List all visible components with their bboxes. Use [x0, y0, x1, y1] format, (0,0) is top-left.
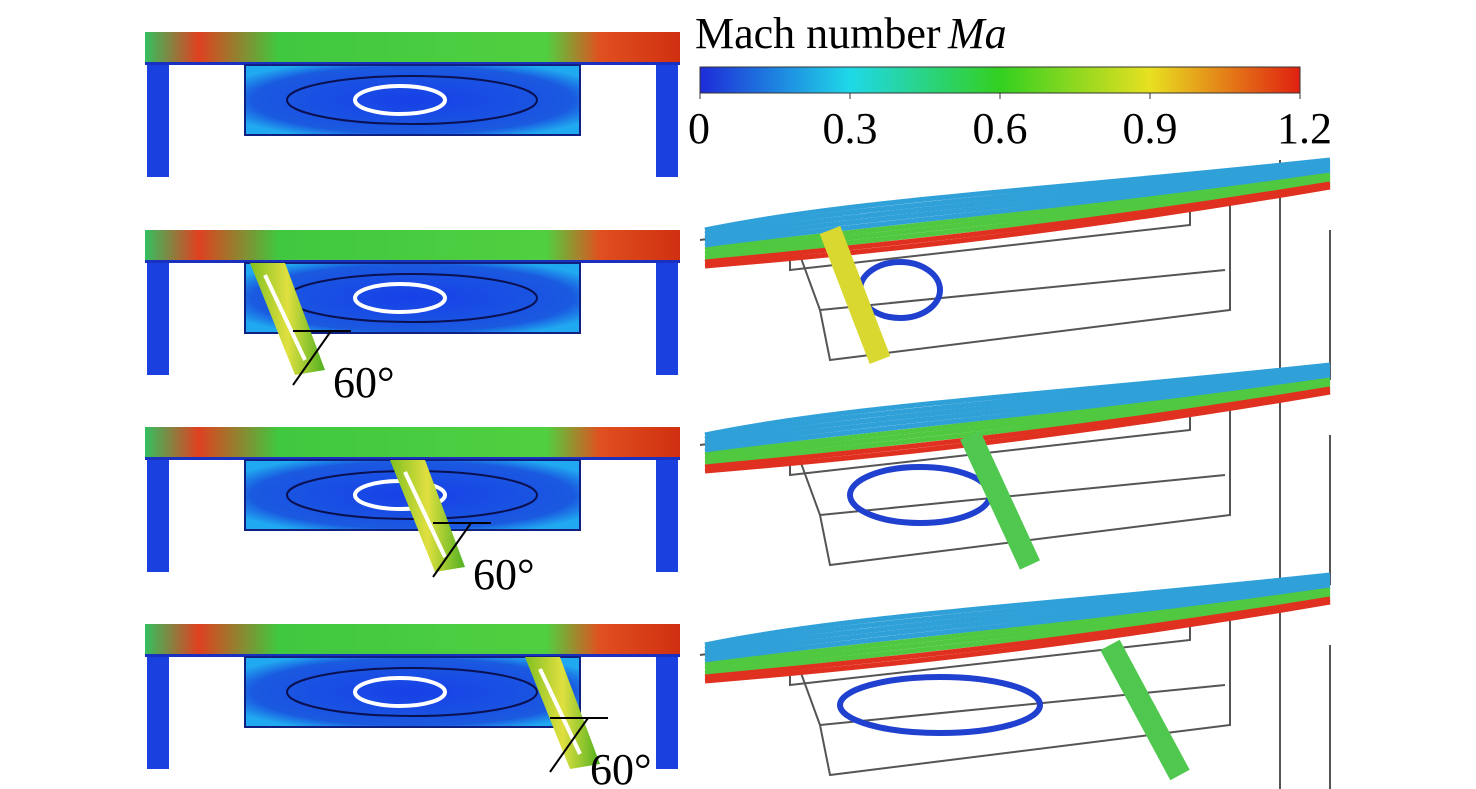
- colorbar-tick-label: 0: [688, 104, 710, 153]
- streamtube: [704, 184, 1331, 269]
- channel: [145, 32, 680, 64]
- channel-edge: [145, 654, 680, 657]
- streamtube: [704, 172, 1331, 253]
- streamtube: [704, 362, 1331, 438]
- vortex-arrow: [353, 282, 447, 314]
- colorbar-tick-label: 0.9: [1123, 104, 1178, 153]
- cfd-panel-3d: [699, 362, 1331, 585]
- cfd-panel-2d: 60°: [145, 624, 680, 789]
- cfd-panel-3d: [699, 157, 1331, 380]
- streamline: [286, 667, 538, 717]
- colorbar-title-text: Mach number: [695, 9, 941, 58]
- left-wall: [147, 460, 169, 572]
- vortex-tube: [837, 674, 1043, 736]
- angle-label: 60°: [590, 745, 652, 789]
- cfd-panel-2d: [145, 32, 680, 177]
- streamline: [286, 75, 538, 125]
- left-wall: [147, 657, 169, 769]
- channel-edge: [145, 260, 680, 263]
- streamtube: [704, 377, 1331, 458]
- colorbar-title: Mach number Ma: [695, 9, 1007, 58]
- cfd-panel-3d: [699, 572, 1331, 789]
- channel-edge: [145, 62, 680, 65]
- channel: [145, 427, 680, 459]
- angle-line: [432, 522, 472, 578]
- vortex-tube: [847, 464, 993, 526]
- angle-label: 60°: [333, 358, 395, 407]
- streamtube: [704, 593, 1331, 676]
- channel-edge: [145, 457, 680, 460]
- streamtube: [704, 175, 1331, 257]
- streamtube: [704, 163, 1331, 241]
- streamtube: [704, 157, 1331, 233]
- streamtube: [704, 371, 1331, 450]
- jet-arrow: [263, 274, 307, 361]
- colorbar-tick-label: 0.3: [823, 104, 878, 153]
- left-wall: [147, 263, 169, 375]
- streamtube: [704, 178, 1331, 261]
- streamtube: [704, 578, 1331, 656]
- cfd-panel-2d: 60°: [145, 427, 680, 599]
- right-wall: [656, 263, 678, 375]
- streamtube: [704, 575, 1331, 652]
- streamtube: [704, 181, 1331, 265]
- angle-line: [549, 717, 589, 773]
- colorbar-tick-label: 1.2: [1277, 104, 1332, 153]
- streamtube: [704, 584, 1331, 664]
- streamtube: [704, 380, 1331, 462]
- colorbar-tick-label: 0.6: [973, 104, 1028, 153]
- vortex-arrow: [353, 84, 447, 116]
- jet-tube: [960, 430, 1040, 570]
- jet-tube: [819, 226, 891, 364]
- angle-line: [292, 330, 332, 386]
- streamtube: [704, 160, 1331, 237]
- channel: [145, 624, 680, 656]
- streamtube: [704, 374, 1331, 454]
- streamtube: [704, 596, 1331, 680]
- jet-tube: [1100, 639, 1190, 781]
- colorbar-symbol: Ma: [947, 9, 1007, 58]
- streamtube: [704, 383, 1331, 466]
- streamtube: [704, 368, 1331, 446]
- angle-label: 60°: [473, 550, 535, 599]
- streamtube: [704, 169, 1331, 249]
- right-wall: [656, 65, 678, 177]
- streamtube: [704, 166, 1331, 245]
- left-wall: [147, 65, 169, 177]
- cfd-panel-2d: 60°: [145, 230, 680, 407]
- right-wall: [656, 460, 678, 572]
- streamtube: [704, 587, 1331, 668]
- streamtube: [704, 581, 1331, 660]
- channel: [145, 230, 680, 262]
- streamtube: [704, 572, 1331, 648]
- colorbar: [699, 66, 1301, 94]
- streamtube: [704, 599, 1331, 684]
- streamtube: [704, 365, 1331, 442]
- streamtube: [704, 590, 1331, 672]
- right-wall: [656, 657, 678, 769]
- jet-arrow: [403, 471, 447, 558]
- vortex-arrow: [353, 676, 447, 708]
